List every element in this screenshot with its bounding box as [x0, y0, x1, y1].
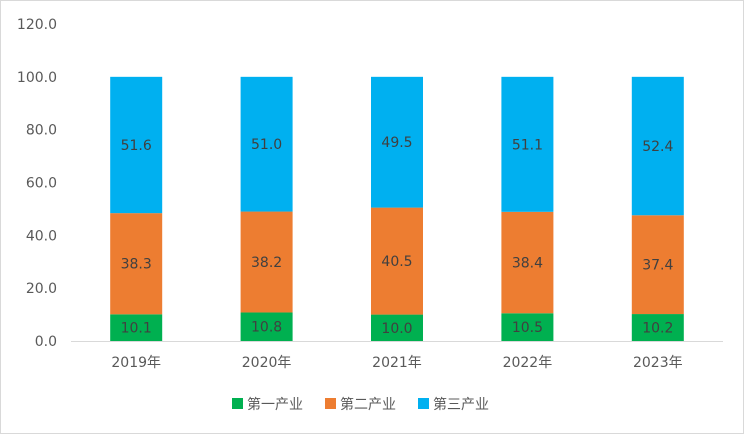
legend-swatch: [232, 398, 243, 409]
y-tick-label: 0.0: [35, 334, 57, 350]
x-tick-label: 2020年: [242, 355, 292, 371]
x-tick-label: 2019年: [111, 355, 161, 371]
data-label: 49.5: [381, 135, 412, 151]
legend: 第一产业 第二产业 第三产业: [232, 396, 489, 413]
data-label: 37.4: [642, 258, 673, 274]
y-tick-label: 40.0: [26, 228, 57, 244]
data-label: 51.0: [251, 137, 282, 153]
bar-segment: [240, 211, 293, 313]
x-tick-label: 2021年: [372, 355, 422, 371]
data-label: 51.1: [512, 137, 543, 153]
x-tick-label: 2022年: [503, 355, 553, 371]
legend-entry: 第二产业: [340, 396, 396, 413]
data-label: 38.2: [251, 255, 282, 271]
bar-segment: [371, 76, 423, 208]
bars: 10.1 38.3 51.6 10.8 38.2 51.0 10.0 40.5 49.5 10.5…: [110, 76, 684, 341]
bar-segment: [240, 76, 293, 212]
bar-segment: [110, 76, 163, 214]
bar-segment: [501, 211, 554, 314]
bar-segment: [631, 215, 684, 315]
x-axis: 2019年 2020年 2021年 2022年 2023年: [71, 341, 723, 371]
data-label: 10.5: [512, 320, 543, 336]
data-label: 38.4: [512, 256, 543, 272]
y-tick-label: 60.0: [26, 176, 57, 192]
data-label: 10.1: [121, 321, 152, 337]
y-tick-label: 120.0: [17, 17, 57, 33]
y-axis: 0.0 20.0 40.0 60.0 80.0 100.0 120.0: [17, 17, 57, 350]
bar-segment: [631, 314, 684, 341]
bar-segment: [501, 313, 554, 341]
bar-segment: [631, 76, 684, 216]
data-label: 10.8: [251, 320, 282, 336]
legend-swatch: [325, 398, 336, 409]
bar-segment: [371, 207, 423, 315]
legend-swatch: [418, 398, 429, 409]
legend-entry: 第一产业: [247, 396, 303, 413]
legend-entry: 第三产业: [433, 396, 489, 413]
data-label: 10.0: [381, 321, 412, 337]
bar-segment: [240, 312, 293, 341]
x-tick-label: 2023年: [633, 355, 683, 371]
bar-segment: [371, 314, 423, 341]
data-label: 10.2: [642, 321, 673, 337]
y-tick-label: 100.0: [17, 70, 57, 86]
data-label: 52.4: [642, 139, 673, 155]
data-label: 38.3: [121, 257, 152, 273]
bar-segment: [110, 213, 163, 315]
y-tick-label: 20.0: [26, 281, 57, 297]
data-label: 40.5: [381, 254, 412, 270]
y-tick-label: 80.0: [26, 123, 57, 139]
data-label: 51.6: [121, 138, 152, 154]
bar-segment: [110, 314, 163, 341]
bar-segment: [501, 76, 554, 212]
